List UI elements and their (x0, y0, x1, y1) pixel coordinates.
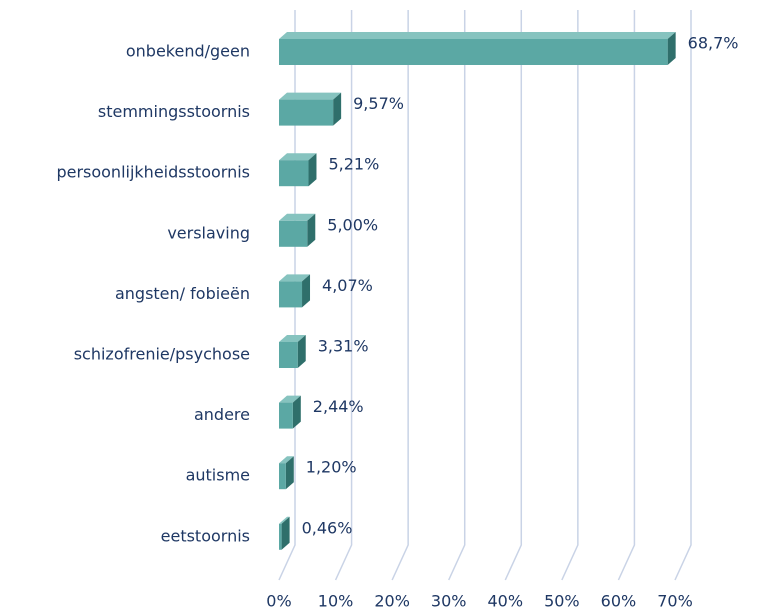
bar-top (279, 213, 316, 221)
value-label: 68,7% (688, 34, 739, 53)
bar-side (667, 32, 676, 65)
bar-top (279, 92, 342, 100)
bar-side (308, 153, 317, 187)
bar (279, 402, 293, 429)
grid-line (334, 10, 353, 581)
category-label: eetstoornis (161, 526, 250, 545)
bar (279, 39, 668, 65)
bar-side (281, 516, 290, 550)
category-label: stemmingsstoornis (98, 102, 250, 121)
category-label: verslaving (167, 223, 250, 242)
x-tick-label: 70% (657, 592, 693, 611)
bar-side (307, 213, 316, 247)
x-tick-label: 0% (266, 592, 291, 611)
x-tick-label: 10% (318, 592, 354, 611)
category-label: angsten/ fobieën (115, 284, 250, 303)
value-label: 5,00% (327, 215, 378, 234)
value-label: 9,57% (353, 94, 404, 113)
bar (279, 160, 309, 187)
category-label: andere (194, 405, 250, 424)
x-tick-label: 50% (544, 592, 580, 611)
bar-top (279, 153, 317, 161)
bar-top (279, 335, 306, 342)
bar-side (297, 335, 306, 368)
grid-line (504, 10, 523, 581)
bar-top (279, 274, 311, 282)
bar-side (292, 395, 301, 429)
x-tick-label: 60% (601, 592, 637, 611)
grid-line (674, 10, 692, 581)
bar (279, 523, 282, 550)
grid-line (617, 10, 636, 581)
x-tick-label: 20% (374, 592, 410, 611)
bar-side (302, 274, 311, 308)
value-label: 3,31% (318, 337, 369, 356)
bar-top (279, 516, 290, 524)
category-label: persoonlijkheidsstoornis (56, 163, 250, 182)
x-tick-label: 40% (488, 592, 524, 611)
bar-top (279, 456, 294, 464)
x-tick-label: 30% (431, 592, 467, 611)
value-label: 1,20% (306, 458, 357, 477)
bar-top (279, 395, 301, 403)
grid-line (391, 10, 409, 581)
value-label: 2,44% (313, 397, 364, 416)
bar (279, 281, 303, 308)
grid-line (278, 10, 296, 581)
value-label: 5,21% (328, 155, 379, 174)
grid-line (448, 10, 466, 581)
bar-side (333, 92, 342, 126)
bar (279, 463, 286, 490)
bar (279, 220, 308, 247)
value-label: 4,07% (322, 276, 373, 295)
category-label: schizofrenie/psychose (74, 345, 250, 364)
bar (279, 99, 334, 126)
bar-top (279, 32, 676, 39)
bar (279, 342, 298, 368)
bar-side (285, 456, 294, 490)
category-label: onbekend/geen (126, 42, 250, 61)
value-label: 0,46% (302, 518, 353, 537)
grid-line (561, 10, 579, 581)
category-label: autisme (186, 466, 250, 485)
